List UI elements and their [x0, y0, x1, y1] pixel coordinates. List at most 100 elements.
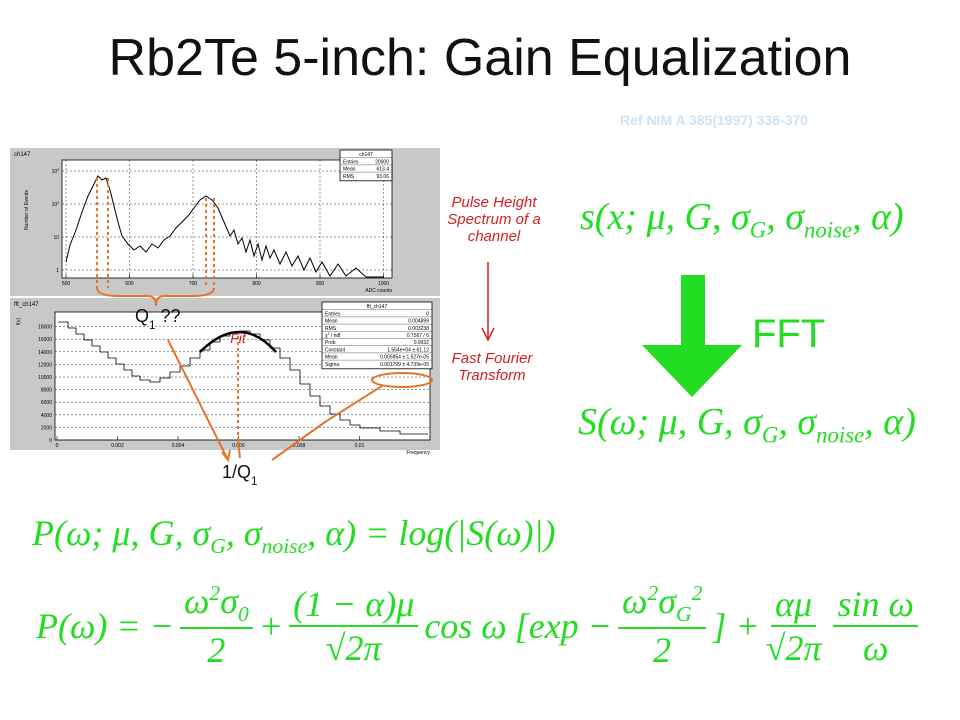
y-tick-label: 14000	[38, 350, 52, 356]
math-sub: noise	[816, 422, 865, 448]
numerator: ω2σ0	[179, 580, 253, 630]
formula: s(x; μ, G, σG, σnoise, α)	[580, 195, 904, 244]
text-run: ??	[156, 306, 181, 326]
arrow	[481, 262, 495, 342]
formula: P(ω; μ, G, σG, σnoise, α) = log(|S(ω)|)	[32, 512, 556, 559]
fit-label: Fit	[230, 330, 247, 346]
fit-curve	[199, 330, 277, 353]
math-sub: 0	[237, 602, 249, 627]
stats-value: 0.004899	[408, 319, 429, 325]
text-run: 10	[52, 169, 58, 175]
y-tick-label: 6000	[41, 400, 52, 406]
plot-name: fft_ch147	[14, 302, 39, 308]
plot-name: ch147	[14, 152, 31, 158]
math-sub: 1	[251, 475, 258, 488]
formula: S(ω; μ, G, σG, σnoise, α)	[578, 400, 916, 449]
stats-value: 613.4	[376, 167, 389, 173]
text-run: s(x; μ, G, σ	[580, 196, 750, 238]
inv-q1-label: 1/Q1	[222, 462, 258, 488]
text-run: 10	[53, 235, 59, 241]
math-sub: noise	[261, 534, 308, 559]
slide-title: Rb2Te 5-inch: Gain Equalization	[108, 29, 852, 87]
text-run: χ	[325, 333, 328, 339]
frame	[61, 159, 393, 279]
text-run: ω	[183, 581, 210, 621]
text-run: σ	[658, 581, 676, 621]
math-sub: G	[675, 602, 692, 627]
stats-title: fft_ch147	[367, 304, 388, 310]
fraction: ω2σ0 2	[179, 580, 253, 671]
x-tick-label: 600	[125, 281, 134, 287]
y-tick-label: 8000	[41, 388, 52, 394]
math-sup: 3	[57, 168, 59, 172]
math-sub: G	[749, 217, 767, 243]
math-sup: 2	[647, 581, 659, 605]
text-run: P(ω; μ, G, σ	[32, 513, 211, 553]
text-run: , α)	[852, 196, 904, 238]
formula: P(ω) = − ω2σ0 2 + (1 − α)μ √2π cos ω [exp …	[36, 580, 924, 671]
fraction: ω2σG2 2	[617, 580, 707, 671]
y-tick-label: 1	[56, 268, 59, 274]
math-sup: 2	[691, 581, 703, 605]
y-tick-label: 16000	[38, 337, 52, 343]
math-text: P(ω) = −	[36, 605, 174, 646]
math-text: ] +	[712, 605, 760, 646]
y-tick-label: 102	[52, 201, 60, 208]
plots: ch147 Number of Events ADC counts 500 600 700…	[10, 148, 440, 456]
math-sub: G	[761, 422, 779, 448]
stats-name: Entries	[343, 159, 359, 165]
x-tick-label: 900	[316, 281, 325, 287]
denominator: 2	[653, 630, 672, 671]
math-sub: G	[210, 534, 226, 559]
denominator: ω	[862, 627, 889, 668]
math-sup: 2	[209, 581, 221, 605]
text-run: Q	[135, 306, 149, 326]
text-run: , α)	[864, 401, 916, 443]
stats-value: 0.9932	[414, 340, 430, 346]
y-tick-label: 10	[53, 235, 59, 241]
stats-name: Constant	[325, 347, 346, 353]
numerator: sin ω	[833, 583, 918, 627]
text-run: 1/Q	[222, 462, 251, 482]
stats-name: Mean	[343, 167, 356, 173]
y-tick-label: 4000	[41, 413, 52, 419]
stats-name: χ2 / ndf	[325, 332, 341, 339]
stats-name: Prob	[325, 340, 336, 346]
x-tick-label: 0.002	[111, 443, 124, 449]
text-run: , σ	[778, 401, 817, 443]
text-run: 10	[52, 202, 58, 208]
x-tick-label: 0.01	[355, 443, 365, 449]
y-tick-label: 18000	[38, 325, 52, 331]
arrow	[642, 275, 742, 397]
x-tick-label: 800	[252, 281, 261, 287]
y-axis-label: Number of Events	[24, 190, 30, 231]
stats-name: RMS	[343, 174, 355, 180]
stats-value: 0.001799 ± 4.739e-05	[380, 362, 429, 368]
text-run: ω	[621, 581, 648, 621]
stats-title: ch147	[359, 152, 373, 158]
x-tick-label: 0	[56, 443, 59, 449]
stats-name: Entries	[325, 311, 341, 317]
x-tick-label: 0.008	[293, 443, 306, 449]
x-tick-label: 500	[62, 281, 71, 287]
text-run: S(ω; μ, G, σ	[578, 401, 762, 443]
x-tick-label: 700	[189, 281, 198, 287]
fft-histogram	[58, 321, 428, 435]
label: Pulse Height Spectrum of a channel	[447, 194, 541, 245]
stats-name: RMS	[325, 326, 337, 332]
math-sub: noise	[803, 217, 853, 243]
text-run: / ndf	[329, 333, 341, 339]
x-axis-label: Frequency	[406, 450, 430, 456]
text-run: , σ	[225, 513, 262, 553]
denominator: √2π	[765, 627, 822, 668]
stats-value: 20000	[375, 159, 389, 165]
fraction: αμ √2π	[766, 583, 822, 669]
numerator: (1 − α)μ	[289, 583, 419, 627]
x-tick-label: 0.004	[172, 443, 185, 449]
annotations	[96, 178, 433, 463]
stats-value: 0	[426, 311, 429, 317]
y-tick-label: 0	[49, 438, 52, 444]
math-sup: 2	[57, 201, 59, 205]
